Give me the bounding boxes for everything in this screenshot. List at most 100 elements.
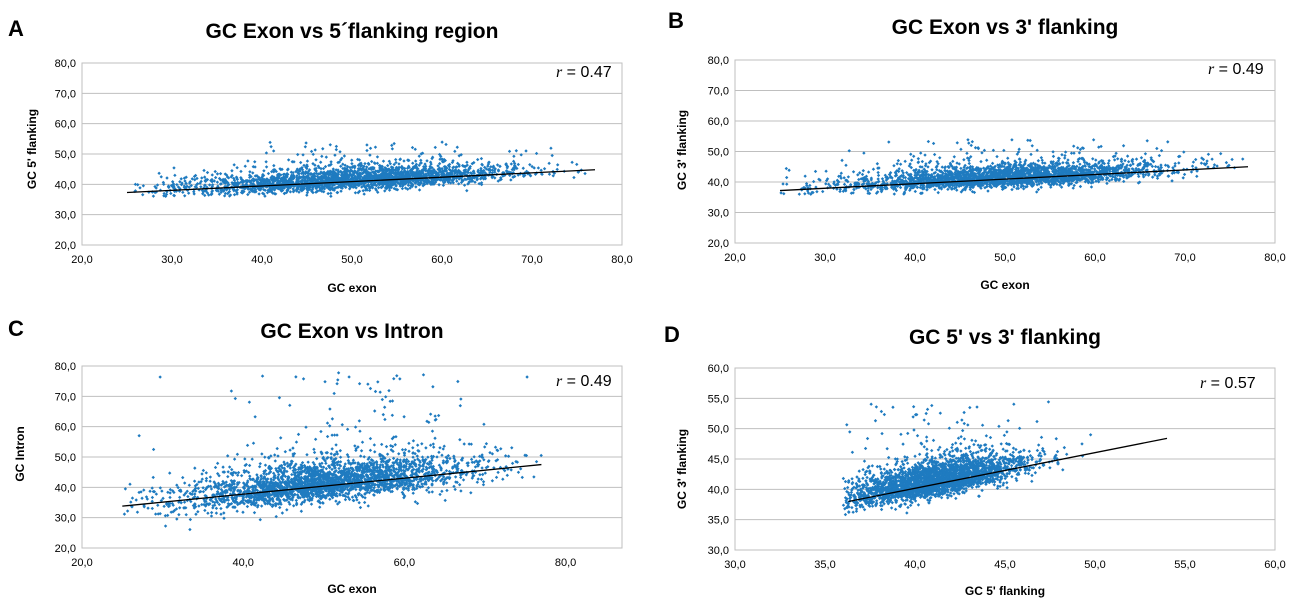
scatter-point [264, 165, 269, 169]
y-tick-label: 60,0 [55, 119, 76, 131]
scatter-point [455, 179, 459, 183]
scatter-point [375, 155, 380, 159]
scatter-point [839, 171, 843, 175]
scatter-point [215, 172, 220, 176]
y-tick-label: 40,0 [55, 179, 76, 191]
scatter-point [811, 179, 816, 184]
scatter-point [1071, 161, 1076, 165]
x-tick-label: 50,0 [994, 252, 1015, 264]
scatter-point [1181, 176, 1185, 180]
scatter-point [1036, 159, 1041, 163]
scatter-point [200, 176, 204, 180]
x-axis-label: GC 5' flanking [964, 584, 1046, 598]
scatter-point [335, 190, 340, 195]
scatter-point [183, 194, 187, 198]
scatter-point [967, 161, 971, 166]
scatter-point [213, 169, 217, 174]
scatter-point [979, 159, 983, 164]
scatter-point [321, 147, 325, 151]
r-symbol: r [556, 64, 563, 81]
scatter-point [931, 141, 936, 146]
x-tick-label: 60,0 [431, 254, 452, 266]
chart-title: GC Exon vs Intron [260, 320, 444, 343]
scatter-point [940, 165, 944, 169]
scatter-point [350, 158, 354, 162]
scatter-point [365, 165, 369, 169]
scatter-point [413, 147, 417, 151]
scatter-point [313, 148, 317, 152]
scatter-point [1157, 153, 1162, 158]
scatter-point [514, 149, 518, 153]
scatter-point [232, 163, 236, 167]
scatter-point [1166, 140, 1170, 144]
scatter-point [213, 175, 218, 180]
scatter-point [1122, 179, 1126, 184]
r-value: = 0.49 [1214, 61, 1264, 78]
scatter-point [985, 158, 989, 162]
scatter-point [1163, 163, 1168, 167]
scatter-point [925, 188, 929, 192]
scatter-point [1191, 160, 1196, 164]
scatter-point [583, 171, 587, 176]
x-tick-label: 20,0 [71, 254, 92, 266]
scatter-point [363, 161, 367, 166]
scatter-point [1106, 161, 1111, 165]
scatter-point [509, 162, 514, 166]
scatter-point [570, 160, 574, 165]
y-tick-label: 30,0 [55, 210, 76, 222]
panel-letter: B [668, 8, 684, 33]
r-value: = 0.47 [562, 64, 612, 81]
scatter-point [876, 170, 880, 175]
scatter-point [319, 160, 323, 164]
scatter-point [1115, 157, 1120, 161]
scatter-point [314, 158, 318, 162]
scatter-point [547, 161, 551, 166]
y-tick-label: 70,0 [708, 86, 729, 98]
scatter-point [413, 159, 418, 163]
scatter-point [437, 183, 441, 187]
scatter-point [1155, 146, 1159, 151]
scatter-point [151, 194, 156, 198]
scatter-point [530, 164, 534, 169]
scatter-point [368, 146, 373, 151]
scatter-point [813, 169, 818, 174]
x-tick-label: 60,0 [1084, 252, 1105, 264]
chart-title: GC 5' vs 3' flanking [908, 326, 1102, 349]
scatter-point [457, 182, 461, 186]
scatter-point [169, 191, 173, 196]
scatter-point [386, 163, 390, 168]
scatter-point [1012, 185, 1016, 189]
scatter-point [205, 170, 210, 175]
y-tick-label: 70,0 [55, 88, 76, 100]
scatter-point [270, 169, 274, 174]
scatter-point [362, 192, 366, 196]
scatter-point [186, 191, 191, 195]
scatter-point [846, 175, 851, 179]
scatter-point [235, 166, 239, 170]
scatter-point [844, 163, 848, 167]
scatter-point [465, 160, 469, 164]
scatter-point [324, 155, 329, 159]
scatter-point [165, 176, 169, 180]
scatter-point [1126, 160, 1131, 164]
scatter-point [542, 167, 547, 171]
scatter-point [272, 163, 276, 168]
scatter-point [781, 182, 785, 186]
scatter-point [803, 174, 807, 178]
scatter-point [286, 158, 291, 162]
scatter-point [860, 172, 865, 177]
scatter-point [1195, 174, 1199, 179]
scatter-point [892, 192, 897, 196]
scatter-point [903, 159, 907, 164]
scatter-point [1206, 152, 1211, 157]
y-tick-label: 40,0 [708, 177, 729, 189]
scatter-point [455, 145, 459, 149]
scatter-point [1040, 161, 1045, 165]
r-symbol: r [1208, 61, 1215, 78]
scatter-point [555, 167, 559, 172]
scatter-point [1134, 157, 1139, 161]
scatter-point [141, 192, 145, 197]
scatter-point [797, 192, 802, 196]
scatter-point [1010, 187, 1014, 192]
